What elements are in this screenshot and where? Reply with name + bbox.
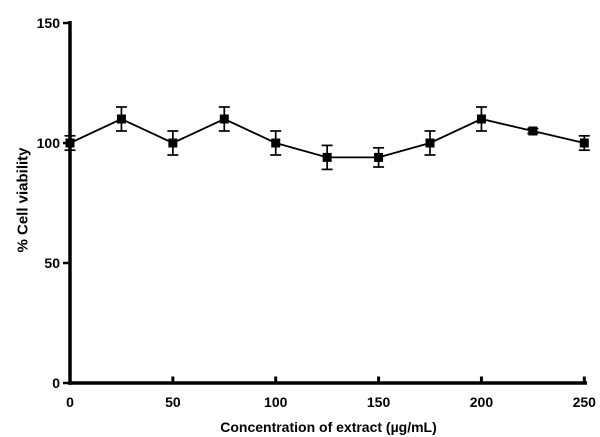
y-tick-label: 50: [44, 255, 60, 271]
y-tick-label: 100: [37, 135, 61, 151]
data-point-marker: [374, 152, 384, 162]
y-tick-label: 150: [37, 15, 61, 31]
data-point-marker: [476, 114, 486, 124]
data-point-marker: [168, 138, 178, 148]
data-point-marker: [579, 138, 589, 148]
data-point-marker: [528, 126, 538, 136]
data-point-marker: [322, 152, 332, 162]
data-point-marker: [271, 138, 281, 148]
y-tick-label: 0: [52, 375, 60, 391]
data-point-marker: [219, 114, 229, 124]
x-tick-label: 200: [470, 394, 494, 410]
x-tick-label: 250: [573, 394, 597, 410]
x-tick-label: 0: [66, 394, 74, 410]
data-point-marker: [116, 114, 126, 124]
data-point-marker: [65, 138, 75, 148]
x-tick-label: 100: [264, 394, 288, 410]
x-tick-label: 50: [165, 394, 181, 410]
data-point-marker: [425, 138, 435, 148]
x-axis-title: Concentration of extract (µg/mL): [220, 419, 437, 435]
x-tick-label: 150: [367, 394, 391, 410]
y-axis-title: % Cell viability: [14, 147, 32, 253]
